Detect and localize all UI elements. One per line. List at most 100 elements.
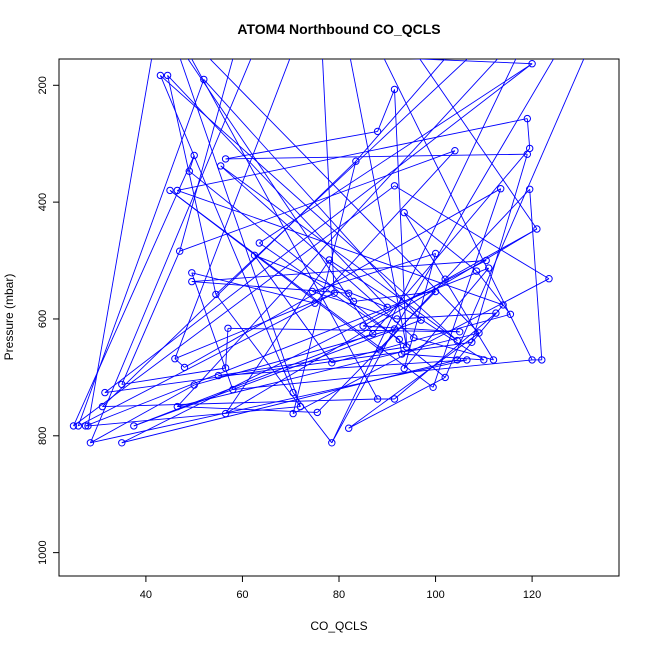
data-point: [101, 388, 109, 397]
data-point: [373, 127, 382, 136]
data-point: [221, 155, 230, 163]
data-point: [190, 151, 198, 160]
track-segment: [254, 255, 333, 364]
track-segment: [225, 130, 378, 160]
data-point: [468, 338, 476, 346]
track-segment: [331, 59, 517, 443]
data-point: [390, 85, 399, 94]
data-point: [156, 71, 165, 80]
data-point: [429, 383, 437, 391]
track-segment: [396, 312, 496, 320]
track-segment: [87, 59, 153, 426]
data-point: [489, 356, 498, 364]
track-segment: [177, 332, 480, 408]
data-point: [328, 359, 336, 367]
track-segment: [90, 384, 195, 444]
data-point: [190, 381, 198, 389]
track-segment: [312, 253, 436, 292]
track-segment: [179, 59, 234, 252]
track-segment: [203, 79, 422, 321]
track-segment: [104, 341, 472, 394]
data-point: [369, 329, 377, 338]
track-segment: [121, 251, 181, 385]
x-tick-label: 120: [523, 589, 541, 601]
track-segment: [225, 259, 330, 414]
track-segment: [121, 367, 226, 385]
track-segment: [331, 328, 395, 444]
data-point: [200, 75, 208, 84]
data-point: [289, 388, 297, 397]
x-tick-label: 100: [426, 589, 444, 601]
data-point: [497, 185, 505, 193]
data-point: [526, 185, 534, 194]
track-segment: [377, 89, 395, 132]
data-point: [330, 289, 338, 297]
data-point: [311, 299, 319, 307]
data-point: [480, 356, 488, 364]
data-point: [328, 439, 336, 447]
data-point: [390, 395, 399, 403]
data-point: [431, 249, 440, 258]
track-segment: [169, 190, 381, 351]
track-segment: [259, 63, 533, 244]
data-point: [533, 225, 541, 233]
data-point: [352, 157, 360, 165]
track-segment: [191, 281, 349, 294]
chart-title: ATOM4 Northbound CO_QCLS: [237, 21, 440, 37]
track-segment: [362, 228, 538, 327]
track-segment: [232, 359, 533, 391]
data-point: [98, 402, 107, 411]
track-segment: [331, 313, 511, 364]
track-segment: [314, 150, 456, 304]
data-point: [217, 162, 225, 170]
track-segment: [322, 59, 335, 294]
data-point: [188, 277, 196, 286]
data-point: [221, 409, 230, 418]
data-point: [395, 335, 403, 344]
track-segment: [225, 228, 538, 414]
track-segment: [174, 358, 185, 368]
data-point: [185, 167, 194, 175]
track-segment: [176, 59, 499, 407]
data-point: [69, 422, 78, 430]
track-segment: [215, 294, 301, 407]
data-point: [417, 316, 425, 324]
track-segment: [355, 59, 446, 162]
track-segment: [209, 59, 480, 334]
track-segment: [394, 185, 550, 280]
data-point: [441, 275, 449, 283]
track-segment: [90, 359, 467, 444]
track-segment: [191, 272, 316, 304]
x-tick-label: 40: [140, 589, 152, 601]
track-segment: [215, 59, 468, 295]
x-axis: 40 60 80 100 120: [140, 576, 541, 601]
data-point: [176, 247, 184, 255]
track-segment: [456, 304, 504, 361]
track-segment: [403, 253, 437, 369]
track-segment: [121, 260, 487, 444]
data-point: [313, 408, 321, 417]
data-point: [118, 380, 126, 389]
track-segment: [220, 165, 458, 341]
track-segment: [218, 359, 467, 377]
track-segment: [73, 155, 195, 427]
y-tick-label: 600: [37, 310, 49, 328]
data-point: [400, 208, 408, 217]
data-point: [506, 310, 515, 318]
data-point: [224, 324, 232, 332]
data-point: [345, 289, 353, 297]
track-segment: [254, 254, 388, 308]
track-segment: [349, 59, 408, 348]
track-segment: [160, 75, 458, 341]
data-point: [359, 322, 367, 330]
track-segment: [348, 293, 354, 302]
data-point: [289, 409, 297, 418]
track-segment: [394, 59, 555, 330]
track-segment: [73, 185, 395, 427]
track-segment: [85, 267, 489, 427]
data-point: [74, 422, 83, 430]
track-segment: [259, 242, 400, 340]
data-point: [453, 336, 461, 345]
data-point: [86, 439, 95, 447]
data-point: [376, 346, 384, 354]
